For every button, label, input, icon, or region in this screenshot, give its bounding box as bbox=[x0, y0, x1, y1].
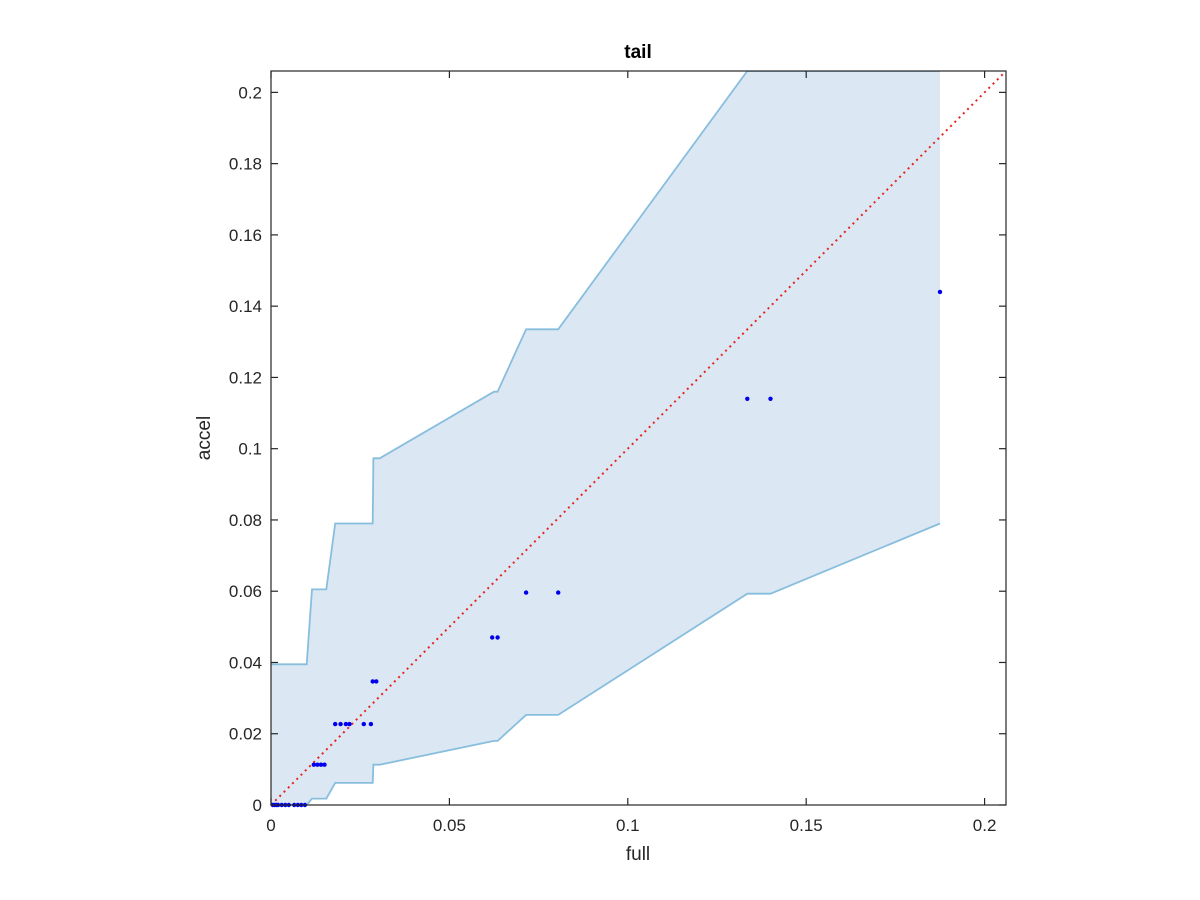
y-tick-label: 0.08 bbox=[229, 511, 262, 530]
x-tick-label: 0 bbox=[266, 816, 275, 835]
y-tick-label: 0.06 bbox=[229, 582, 262, 601]
data-point bbox=[347, 721, 352, 727]
data-point bbox=[937, 289, 943, 295]
y-ticks: 0 0.02 0.04 0.06 0.08 0.1 0.12 0.14 0.16 0.18 0.2 bbox=[229, 83, 1006, 815]
x-ticks: 0 0.05 0.1 0.15 0.2 bbox=[266, 71, 996, 835]
y-tick-label: 0.14 bbox=[229, 297, 262, 316]
y-tick-label: 0.12 bbox=[229, 368, 262, 387]
confidence-band bbox=[271, 71, 941, 805]
y-tick-label: 0.16 bbox=[229, 226, 262, 245]
data-point bbox=[343, 721, 349, 727]
data-point bbox=[490, 635, 495, 640]
y-axis-label: accel bbox=[194, 416, 215, 460]
x-axis-label: full bbox=[626, 844, 650, 865]
axes-box bbox=[270, 70, 1007, 806]
x-tick-label: 0.2 bbox=[973, 816, 997, 835]
data-point bbox=[338, 721, 343, 727]
data-point bbox=[495, 635, 500, 640]
band-fill bbox=[271, 71, 940, 805]
chart-title: tail bbox=[624, 42, 651, 63]
x-tick-label: 0.15 bbox=[790, 816, 823, 835]
reference-line-group bbox=[271, 71, 1006, 805]
data-point bbox=[368, 721, 374, 727]
data-point bbox=[370, 679, 375, 684]
y-tick-label: 0.18 bbox=[229, 155, 262, 174]
data-point bbox=[745, 396, 750, 401]
data-point bbox=[318, 762, 324, 767]
x-tick-label: 0.1 bbox=[616, 816, 640, 835]
data-point bbox=[523, 590, 529, 595]
data-point bbox=[768, 396, 773, 401]
data-point bbox=[361, 721, 366, 727]
band-upper-edge bbox=[271, 71, 940, 666]
data-point bbox=[333, 721, 338, 727]
y-tick-label: 0 bbox=[253, 796, 262, 815]
data-point bbox=[322, 762, 327, 767]
x-tick-label: 0.05 bbox=[433, 816, 466, 835]
y-tick-label: 0.2 bbox=[238, 83, 262, 102]
reference-line bbox=[271, 71, 1006, 805]
data-point bbox=[556, 590, 561, 595]
y-tick-label: 0.04 bbox=[229, 653, 262, 672]
y-tick-label: 0.02 bbox=[229, 725, 262, 744]
y-tick-label: 0.1 bbox=[238, 440, 262, 459]
data-point bbox=[374, 679, 379, 684]
band-lower-edge bbox=[271, 522, 941, 805]
data-point bbox=[311, 762, 316, 767]
data-points bbox=[270, 289, 943, 808]
data-point bbox=[315, 762, 320, 767]
